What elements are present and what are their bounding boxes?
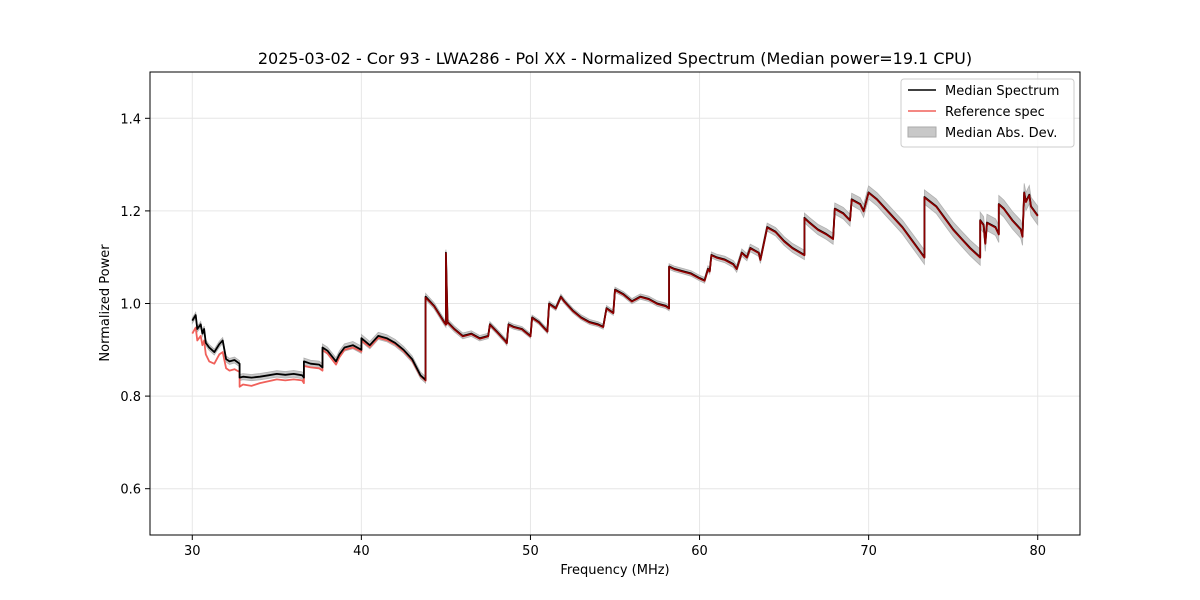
y-tick-label: 1.4 (120, 112, 141, 127)
legend-box (900, 78, 1075, 148)
legend-mad-label: Median Abs. Dev. (945, 126, 1057, 141)
y-tick-label: 0.6 (120, 483, 141, 498)
x-axis-label: Frequency (MHz) (560, 563, 669, 578)
legend-median-label: Median Spectrum (945, 84, 1059, 99)
x-tick-label: 60 (691, 544, 708, 559)
legend-mad-swatch (907, 126, 937, 138)
y-tick-label: 1.0 (120, 298, 141, 313)
median-spike-45mhz (445, 252, 449, 325)
x-tick-label: 50 (522, 544, 539, 559)
y-axis-label: Normalized Power (98, 244, 113, 362)
x-tick-label: 40 (353, 544, 370, 559)
chart-title: 2025-03-02 - Cor 93 - LWA286 - Pol XX - … (258, 49, 972, 68)
y-tick-label: 0.8 (120, 390, 141, 405)
x-tick-label: 80 (1029, 544, 1046, 559)
y-axis-ticks: 0.6 0.8 1.0 1.2 1.4 (120, 112, 150, 498)
x-axis-ticks: 30 40 50 60 70 80 (184, 535, 1046, 559)
x-tick-label: 70 (860, 544, 877, 559)
overlap-line (424, 192, 1039, 381)
legend: Median Spectrum Reference spec Median Ab… (900, 78, 1075, 148)
legend-reference-label: Reference spec (945, 105, 1045, 120)
y-tick-label: 1.2 (120, 205, 141, 220)
x-tick-label: 30 (184, 544, 201, 559)
plot-area (191, 183, 1039, 388)
